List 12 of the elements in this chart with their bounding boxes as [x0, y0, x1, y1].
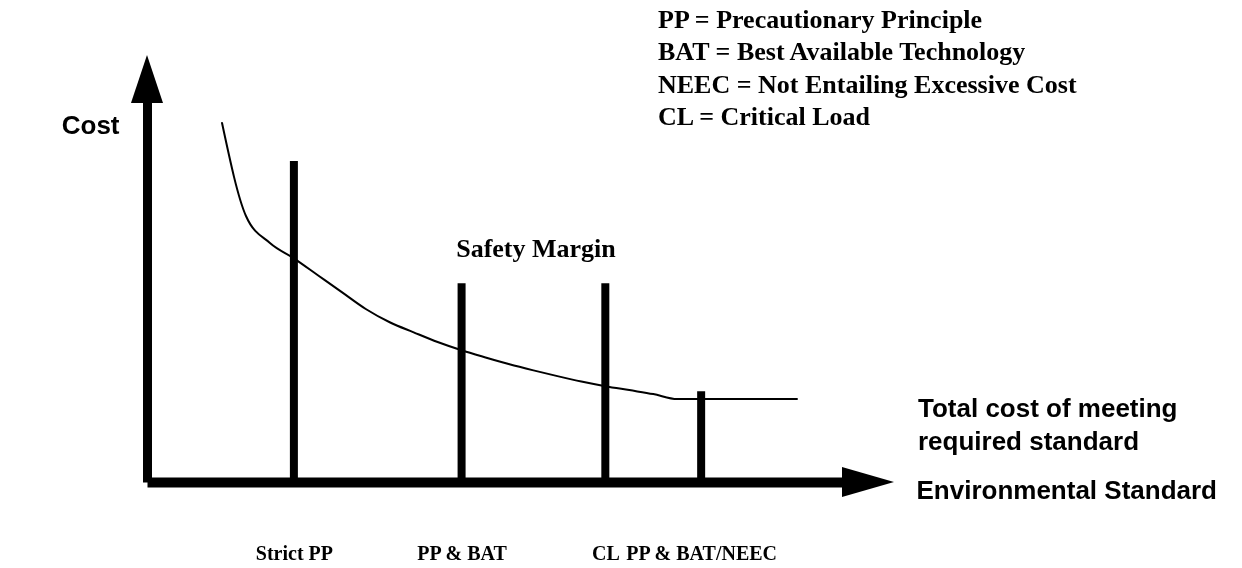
annotation: Safety Margin — [456, 234, 617, 263]
text: NEEC = Not Entailing Excessive Cost — [658, 70, 1077, 99]
text: BAT = Best Available Technology — [658, 37, 1026, 66]
text: PP = Precautionary Principle — [658, 5, 983, 34]
text: Total cost of meeting required standard — [917, 393, 1178, 457]
x-tick-label: PP & BAT — [417, 541, 508, 564]
x-axis-title: Environmental Standard — [916, 474, 1217, 505]
annotation: CL = Critical Load — [658, 102, 871, 131]
y-axis-title: Cost — [61, 109, 120, 140]
x-tick-label: Strict PP — [255, 541, 333, 564]
x-tick-label: PP & BAT/NEEC — [626, 541, 778, 564]
x-tick-label: CL — [591, 541, 620, 564]
